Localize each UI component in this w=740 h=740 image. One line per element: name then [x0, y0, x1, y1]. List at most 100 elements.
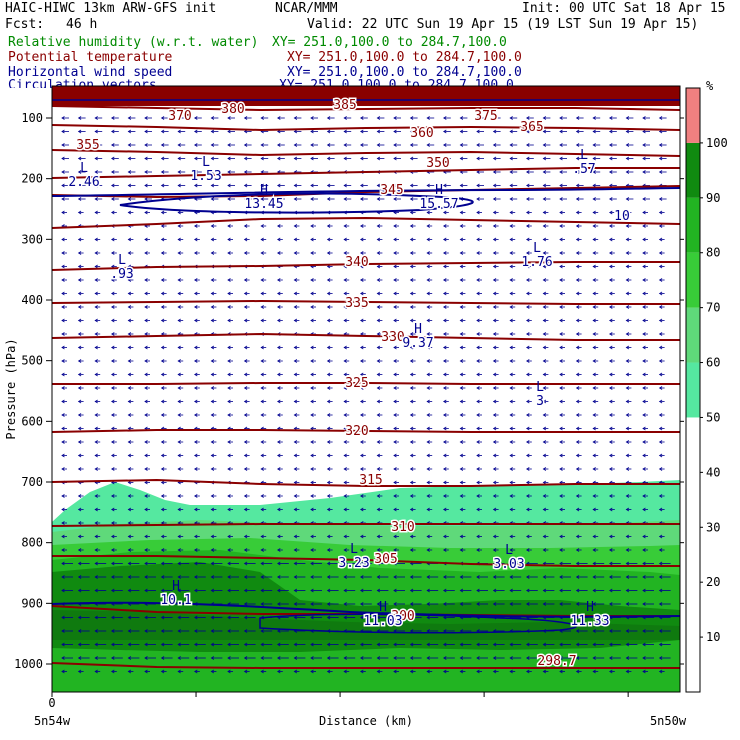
wind-extremum-value: 11.03: [363, 614, 402, 629]
circulation-vector-head: [243, 548, 248, 552]
circulation-vector-head: [492, 264, 497, 269]
circulation-vector-head: [642, 278, 646, 282]
circulation-vector-head: [575, 237, 580, 242]
circulation-vector-head: [426, 399, 430, 404]
circulation-vector-head: [426, 183, 430, 188]
circulation-vector-head: [61, 386, 65, 390]
circulation-vector-head: [210, 197, 215, 201]
circulation-vector-head: [144, 278, 148, 282]
circulation-vector-head: [293, 291, 298, 296]
circulation-vector-head: [492, 602, 497, 606]
circulation-vector-head: [360, 372, 364, 377]
circulation-vector-head: [492, 548, 497, 552]
circulation-vector-head: [310, 156, 314, 161]
circulation-vector-head: [642, 548, 646, 552]
circulation-vector-head: [409, 305, 414, 309]
circulation-vector-head: [409, 359, 414, 363]
circulation-vector-head: [426, 575, 430, 579]
circulation-vector-head: [509, 399, 513, 404]
circulation-vector-head: [625, 251, 630, 255]
circulation-vector-head: [111, 656, 115, 660]
circulation-vector-head: [94, 575, 98, 579]
circulation-vector-head: [227, 372, 231, 377]
field-theta-name: Potential temperature: [8, 50, 173, 65]
colorbar-tick-label: 70: [706, 301, 720, 315]
circulation-vector-head: [94, 237, 98, 242]
circulation-vector-head: [210, 386, 215, 390]
circulation-vector-head: [310, 251, 314, 255]
circulation-vector-head: [177, 575, 181, 579]
circulation-vector-head: [227, 548, 231, 552]
circulation-vector-head: [210, 629, 215, 633]
circulation-vector-head: [310, 588, 314, 593]
circulation-vector-head: [94, 561, 98, 566]
circulation-vector-head: [343, 480, 347, 485]
circulation-vector-head: [443, 224, 447, 228]
circulation-vector-head: [326, 426, 331, 431]
circulation-vector-head: [243, 318, 248, 323]
circulation-vector-head: [94, 116, 98, 120]
circulation-vector-head: [376, 305, 381, 309]
circulation-vector-head: [376, 197, 381, 201]
circulation-vector-head: [277, 143, 281, 147]
circulation-vector-head: [260, 318, 264, 323]
colorbar-band: [686, 252, 700, 308]
circulation-vector-head: [277, 197, 281, 201]
circulation-vector-head: [77, 251, 82, 255]
x-right-label: 5n50w: [650, 714, 687, 728]
circulation-vector-head: [94, 507, 98, 512]
circulation-vector-head: [526, 156, 530, 161]
circulation-vector-head: [227, 413, 231, 417]
circulation-vector-head: [393, 116, 397, 120]
circulation-vector-head: [509, 129, 513, 134]
circulation-vector-head: [476, 413, 480, 417]
circulation-vector-head: [210, 534, 215, 539]
circulation-vector-head: [61, 548, 65, 552]
circulation-vector-head: [77, 588, 82, 593]
circulation-vector-head: [426, 548, 430, 552]
circulation-vector-head: [277, 548, 281, 552]
circulation-vector-head: [658, 534, 663, 539]
circulation-vector-head: [260, 575, 264, 579]
circulation-vector-head: [609, 507, 613, 512]
circulation-vector-head: [575, 116, 580, 120]
circulation-vector-head: [542, 453, 547, 458]
wind-extremum-kind: L: [505, 543, 513, 558]
circulation-vector-head: [94, 129, 98, 134]
theta-label: 370: [168, 109, 191, 124]
circulation-vector-head: [260, 372, 264, 377]
circulation-vector-head: [243, 467, 248, 471]
wind-contour-jet: [119, 192, 474, 214]
circulation-vector-head: [426, 305, 430, 309]
circulation-vector-head: [343, 413, 347, 417]
circulation-vector-head: [127, 548, 132, 552]
circulation-vector-head: [210, 345, 215, 350]
circulation-vector-head: [426, 453, 430, 458]
circulation-vector-head: [77, 575, 82, 579]
wind-extremum-value: .93: [110, 267, 133, 282]
circulation-vector-head: [160, 548, 165, 552]
wind-extremum-kind: H: [379, 600, 387, 615]
circulation-vector-head: [144, 548, 148, 552]
circulation-vector-head: [542, 494, 547, 498]
circulation-vector-head: [509, 143, 513, 147]
circulation-vector-head: [177, 453, 181, 458]
circulation-vector-head: [293, 183, 298, 188]
circulation-vector-head: [293, 588, 298, 593]
circulation-vector-head: [409, 278, 414, 282]
circulation-vector-head: [227, 656, 231, 660]
circulation-vector-head: [360, 291, 364, 296]
circulation-vector-head: [575, 399, 580, 404]
circulation-vector-head: [393, 575, 397, 579]
circulation-vector-head: [160, 116, 165, 120]
circulation-vector-head: [210, 359, 215, 363]
circulation-vector-head: [343, 129, 347, 134]
circulation-vector-head: [476, 386, 480, 390]
circulation-vector-head: [409, 345, 414, 350]
circulation-vector-head: [559, 332, 563, 336]
circulation-vector-head: [260, 440, 264, 444]
circulation-vector-head: [642, 399, 646, 404]
circulation-vector-head: [542, 467, 547, 471]
circulation-vector-head: [277, 291, 281, 296]
circulation-vector-head: [61, 116, 65, 120]
